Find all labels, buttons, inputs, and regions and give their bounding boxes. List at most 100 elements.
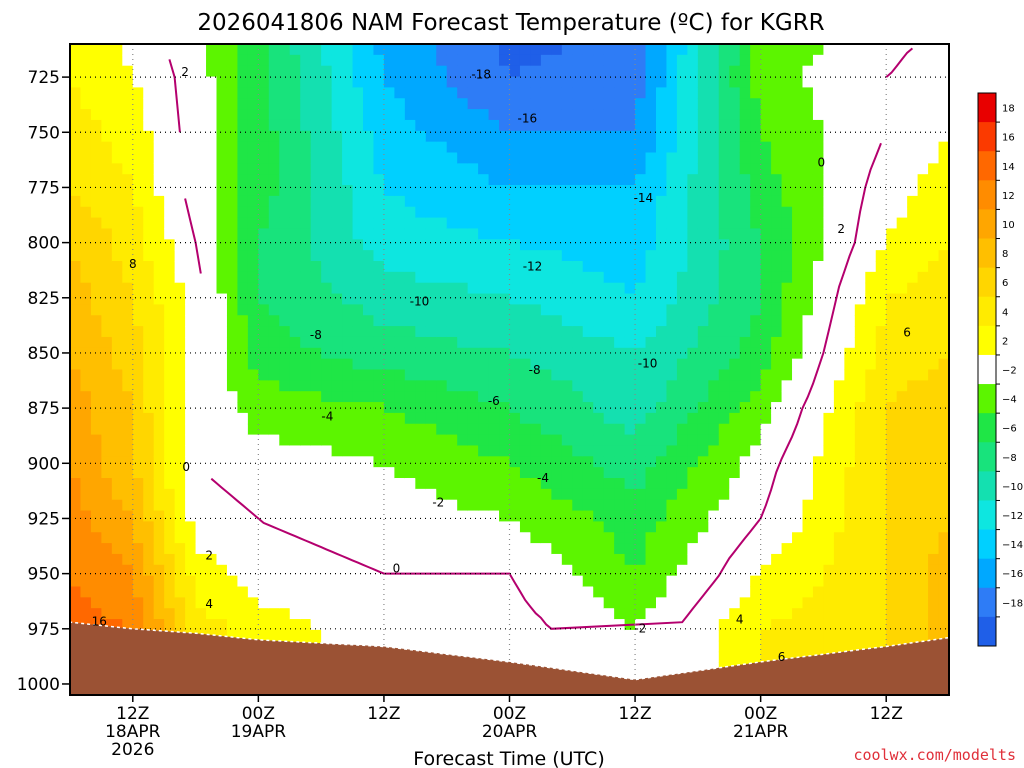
temperature-cell	[268, 532, 280, 544]
temperature-cell	[739, 358, 751, 371]
temperature-cell	[268, 119, 280, 132]
temperature-cell	[373, 87, 385, 99]
temperature-cell	[519, 206, 532, 219]
temperature-cell	[802, 336, 814, 349]
temperature-cell	[917, 380, 929, 392]
temperature-cell	[143, 119, 155, 132]
temperature-cell	[467, 412, 479, 425]
temperature-cell	[153, 532, 165, 544]
temperature-cell	[928, 575, 940, 588]
temperature-cell	[331, 54, 343, 67]
temperature-cell	[676, 510, 688, 522]
temperature-cell	[237, 304, 249, 316]
temperature-cell	[896, 250, 908, 262]
temperature-cell	[488, 629, 500, 642]
temperature-cell	[760, 206, 772, 219]
temperature-cell	[519, 640, 532, 653]
temperature-cell	[697, 217, 709, 230]
temperature-cell	[237, 347, 249, 360]
temperature-cell	[917, 358, 929, 371]
temperature-cell	[279, 250, 291, 262]
temperature-cell	[321, 282, 333, 295]
temperature-cell	[540, 304, 552, 316]
temperature-cell	[781, 543, 793, 555]
temperature-cell	[645, 662, 657, 674]
temperature-cell	[499, 467, 511, 479]
temperature-cell	[823, 586, 835, 598]
temperature-cell	[164, 336, 176, 349]
temperature-cell	[478, 109, 490, 121]
temperature-cell	[666, 87, 678, 99]
temperature-cell	[467, 402, 479, 414]
temperature-cell	[509, 369, 521, 381]
temperature-cell	[676, 423, 688, 436]
temperature-cell	[90, 98, 102, 110]
temperature-cell	[279, 358, 291, 371]
temperature-cell	[603, 44, 615, 56]
temperature-cell	[446, 65, 458, 78]
temperature-cell	[886, 174, 898, 186]
temperature-cell	[70, 499, 82, 512]
temperature-cell	[551, 239, 563, 251]
temperature-cell	[143, 174, 155, 186]
temperature-cell	[823, 87, 835, 99]
temperature-cell	[540, 575, 552, 588]
temperature-cell	[687, 651, 699, 664]
temperature-cell	[844, 434, 856, 447]
temperature-cell	[750, 488, 762, 501]
temperature-cell	[143, 304, 155, 316]
temperature-cell	[854, 510, 866, 522]
temperature-cell	[697, 629, 709, 642]
temperature-cell	[886, 76, 898, 88]
temperature-cell	[823, 521, 835, 533]
temperature-cell	[593, 217, 605, 230]
temperature-cell	[530, 141, 542, 154]
temperature-cell	[635, 98, 647, 110]
temperature-cell	[342, 586, 354, 598]
temperature-cell	[383, 412, 395, 425]
temperature-cell	[687, 271, 699, 284]
temperature-cell	[216, 293, 228, 305]
temperature-cell	[771, 619, 783, 631]
temperature-cell	[907, 402, 919, 414]
temperature-cell	[760, 488, 772, 501]
temperature-cell	[143, 163, 155, 175]
temperature-cell	[143, 109, 155, 121]
temperature-cell	[676, 152, 688, 164]
temperature-cell	[750, 44, 762, 56]
temperature-cell	[122, 402, 134, 414]
temperature-cell	[300, 315, 312, 327]
temperature-cell	[499, 586, 511, 598]
temperature-cell	[792, 553, 804, 566]
temperature-cell	[551, 326, 563, 338]
temperature-cell	[478, 412, 490, 425]
temperature-cell	[310, 65, 322, 78]
temperature-cell	[111, 412, 123, 425]
temperature-cell	[289, 293, 301, 305]
temperature-cell	[321, 629, 333, 642]
temperature-cell	[499, 195, 511, 208]
temperature-cell	[174, 499, 186, 512]
temperature-cell	[540, 651, 552, 664]
temperature-cell	[582, 456, 594, 468]
temperature-cell	[237, 315, 249, 327]
temperature-cell	[122, 391, 134, 403]
temperature-cell	[352, 119, 364, 132]
temperature-cell	[739, 380, 751, 392]
temperature-cell	[80, 109, 92, 121]
temperature-cell	[122, 293, 134, 305]
temperature-cell	[310, 467, 322, 479]
temperature-cell	[593, 98, 605, 110]
temperature-cell	[635, 467, 647, 479]
temperature-cell	[174, 217, 186, 230]
temperature-cell	[917, 619, 929, 631]
temperature-cell	[645, 380, 657, 392]
temperature-cell	[310, 174, 322, 186]
temperature-cell	[540, 130, 552, 143]
temperature-cell	[331, 119, 343, 132]
temperature-cell	[195, 65, 207, 78]
temperature-cell	[833, 141, 845, 154]
temperature-cell	[122, 543, 134, 555]
temperature-cell	[164, 65, 176, 78]
temperature-cell	[415, 488, 427, 501]
